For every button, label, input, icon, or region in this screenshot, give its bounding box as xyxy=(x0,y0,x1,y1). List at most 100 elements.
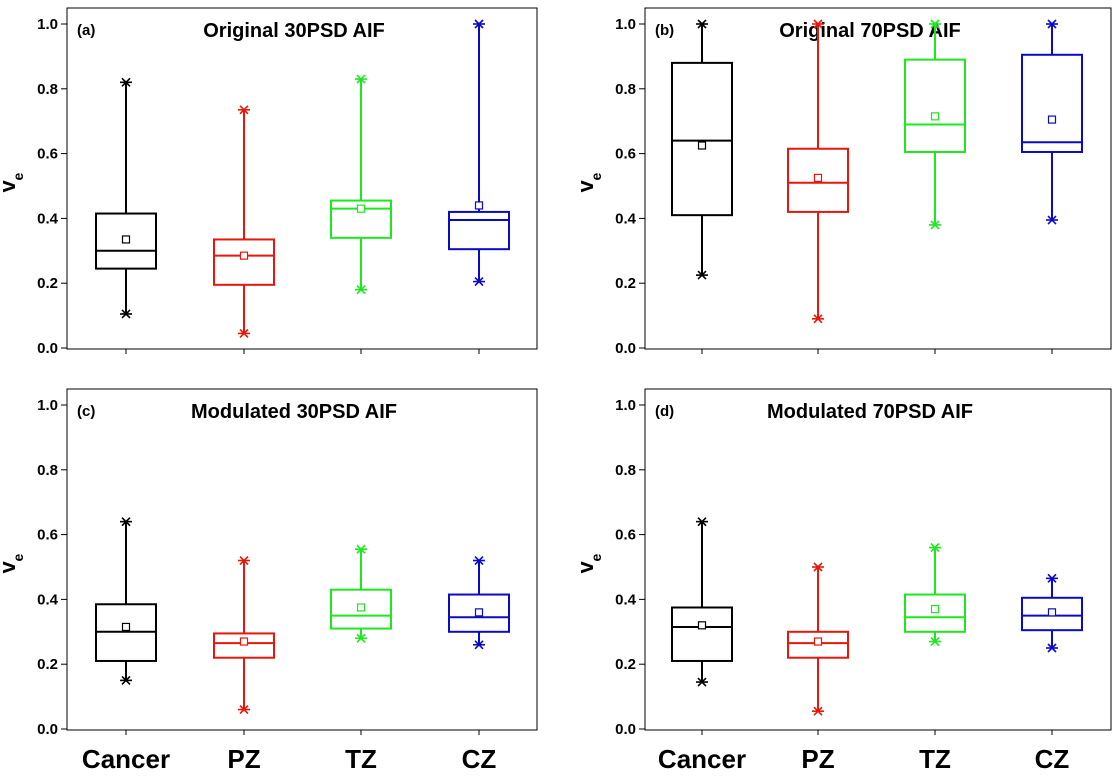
interquartile-box xyxy=(448,210,510,251)
chart-title: Modulated 30PSD AIF xyxy=(191,401,397,423)
y-tick-label: 1.0 xyxy=(37,16,58,33)
panel-label: (c) xyxy=(77,403,95,420)
cap-cross xyxy=(813,314,823,324)
y-tick-label: 0.6 xyxy=(615,527,636,544)
y-axis-label-subscript: e xyxy=(10,173,26,181)
mean-marker xyxy=(121,235,131,244)
y-tick-label: 0.2 xyxy=(37,656,58,673)
upper-whisker-cap xyxy=(120,517,132,527)
cap-cross xyxy=(697,517,707,527)
lower-whisker-cap xyxy=(473,277,485,287)
box-pz xyxy=(787,19,849,324)
x-category-label: CZ xyxy=(1035,744,1070,774)
y-tick-label: 0.4 xyxy=(37,591,59,608)
cap-cross xyxy=(239,555,249,566)
box-cancer xyxy=(671,517,733,687)
box-tz xyxy=(904,542,966,647)
chart-title: Modulated 70PSD AIF xyxy=(767,401,973,423)
box-tz xyxy=(904,19,966,230)
x-category-label: CZ xyxy=(462,744,497,774)
interquartile-box xyxy=(213,238,275,286)
box-tz xyxy=(330,74,392,295)
y-axis-label: v xyxy=(573,180,598,193)
cap-cross xyxy=(813,706,823,716)
interquartile-box xyxy=(671,61,733,217)
cap-cross xyxy=(474,277,484,287)
cap-cross xyxy=(697,270,707,280)
cap-cross xyxy=(356,74,366,84)
y-tick-label: 0.6 xyxy=(37,146,58,163)
cap-cross xyxy=(356,285,366,295)
y-axis-label-subscript: e xyxy=(588,173,604,181)
lower-whisker-cap xyxy=(355,285,367,295)
mean-marker xyxy=(356,603,366,612)
y-tick-label: 0.4 xyxy=(615,210,637,227)
box-tz xyxy=(330,544,392,643)
box-cz xyxy=(448,555,510,650)
box-pz xyxy=(213,555,275,715)
y-tick-label: 1.0 xyxy=(615,397,636,414)
lower-whisker-cap xyxy=(120,309,132,319)
upper-whisker-cap xyxy=(473,555,485,566)
box-cancer xyxy=(671,19,733,280)
lower-whisker-cap xyxy=(473,640,485,650)
upper-whisker-cap xyxy=(929,19,941,29)
y-tick-label: 0.8 xyxy=(37,81,58,98)
y-tick-label: 0.0 xyxy=(615,721,636,738)
upper-whisker-cap xyxy=(1046,19,1058,29)
upper-whisker-cap xyxy=(696,19,708,29)
interquartile-box xyxy=(671,606,733,662)
upper-whisker-cap xyxy=(238,105,250,115)
cap-cross xyxy=(239,328,249,338)
panel-b: 0.0 0.2 0.4 0.6 0.8 1.0 ve (b) Original 70PSD AI… xyxy=(573,7,1112,357)
x-category-label: PZ xyxy=(801,744,834,774)
cap-cross xyxy=(356,544,366,554)
mean-marker xyxy=(239,251,249,260)
mean-marker xyxy=(697,141,707,150)
mean-marker xyxy=(930,112,940,121)
plot-frame xyxy=(66,7,538,350)
lower-whisker-cap xyxy=(696,677,708,687)
cap-cross xyxy=(1047,215,1057,225)
y-tick-label: 0.0 xyxy=(615,340,636,357)
y-tick-label: 0.4 xyxy=(37,210,59,227)
lower-whisker-cap xyxy=(812,706,824,716)
interquartile-box xyxy=(1021,53,1083,153)
cap-cross xyxy=(1047,19,1057,29)
interquartile-box xyxy=(1021,596,1083,632)
y-tick-label: 0.6 xyxy=(615,146,636,163)
mean-marker xyxy=(1047,608,1057,617)
lower-whisker-cap xyxy=(238,328,250,338)
box-cancer xyxy=(95,77,157,319)
y-tick-label: 0.6 xyxy=(37,527,58,544)
plot-frame xyxy=(644,388,1112,731)
upper-whisker-cap xyxy=(696,517,708,527)
x-category-label: PZ xyxy=(227,744,260,774)
box-cancer xyxy=(95,517,157,685)
y-axis-label-subscript: e xyxy=(588,554,604,562)
y-tick-label: 0.0 xyxy=(37,721,58,738)
cap-cross xyxy=(474,555,484,566)
panel-label: (a) xyxy=(77,22,95,39)
cap-cross xyxy=(813,562,823,572)
lower-whisker-cap xyxy=(696,270,708,280)
cap-cross xyxy=(121,309,131,319)
y-axis-label: v xyxy=(0,561,20,574)
cap-cross xyxy=(930,19,940,29)
cap-cross xyxy=(239,105,249,115)
y-tick-label: 1.0 xyxy=(37,397,58,414)
x-category-label: Cancer xyxy=(82,744,170,774)
y-tick-label: 0.8 xyxy=(37,462,58,479)
x-category-label: Cancer xyxy=(658,744,746,774)
mean-marker xyxy=(474,201,484,210)
cap-cross xyxy=(474,640,484,650)
upper-whisker-cap xyxy=(120,77,132,87)
cap-cross xyxy=(121,77,131,87)
lower-whisker-cap xyxy=(355,633,367,643)
chart-title: Original 30PSD AIF xyxy=(203,20,385,42)
y-axis-label: v xyxy=(0,180,20,193)
mean-marker xyxy=(239,637,249,646)
box-cz xyxy=(448,19,510,287)
upper-whisker-cap xyxy=(812,562,824,572)
interquartile-box xyxy=(904,58,966,153)
